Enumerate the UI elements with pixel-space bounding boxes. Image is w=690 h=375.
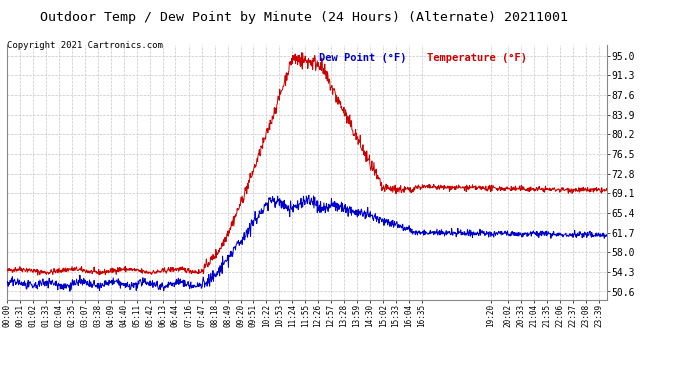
Text: Dew Point (°F): Dew Point (°F) bbox=[319, 53, 406, 63]
Text: Copyright 2021 Cartronics.com: Copyright 2021 Cartronics.com bbox=[7, 41, 163, 50]
Text: Outdoor Temp / Dew Point by Minute (24 Hours) (Alternate) 20211001: Outdoor Temp / Dew Point by Minute (24 H… bbox=[39, 11, 568, 24]
Text: Temperature (°F): Temperature (°F) bbox=[427, 53, 527, 63]
